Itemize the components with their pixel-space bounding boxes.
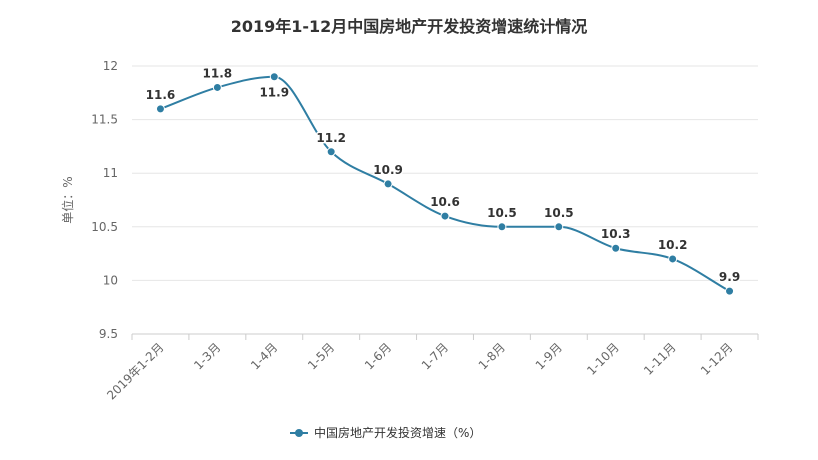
data-label: 11.6	[146, 88, 176, 102]
y-tick-label: 11.5	[91, 113, 118, 127]
data-point	[497, 222, 507, 232]
data-label: 10.5	[544, 206, 574, 220]
x-tick-label: 1-4月	[248, 340, 280, 372]
grid-layer	[131, 65, 759, 340]
y-tick-label: 10	[103, 273, 118, 287]
data-point	[383, 179, 393, 189]
x-tick-label: 1-12月	[698, 340, 736, 378]
x-tick-label: 1-11月	[641, 340, 679, 378]
x-tick-label: 1-7月	[419, 340, 451, 372]
x-tick-label: 1-9月	[533, 340, 565, 372]
series-layer	[155, 72, 735, 296]
legend-marker	[295, 429, 303, 437]
data-label: 11.8	[203, 66, 233, 80]
data-point	[155, 104, 165, 114]
data-labels: 11.6 11.8 11.9 11.2 10.9 10.6 10.5 10.5 10.3 10.2…	[144, 65, 742, 286]
data-label: 11.9	[259, 86, 289, 100]
series-line	[160, 75, 731, 292]
x-tick-label: 2019年1-2月	[104, 340, 166, 402]
legend[interactable]: 中国房地产开发投资增速（%）	[290, 425, 481, 440]
data-point	[554, 222, 564, 232]
data-point	[440, 211, 450, 221]
x-tick-label: 1-10月	[584, 340, 622, 378]
x-tick-label: 1-3月	[191, 340, 223, 372]
x-tick-label: 1-6月	[362, 340, 394, 372]
x-tick-labels: 2019年1-2月 1-3月 1-4月 1-5月 1-6月 1-7月 1-8月 1-9月 1-1…	[104, 340, 735, 402]
y-tick-labels: 9.5 10 10.5 11 11.5 12	[91, 59, 118, 341]
data-label: 10.2	[658, 238, 688, 252]
data-label: 10.6	[430, 195, 460, 209]
x-tick-label: 1-5月	[305, 340, 337, 372]
y-tick-label: 9.5	[99, 327, 118, 341]
data-label: 11.2	[316, 131, 346, 145]
legend-label[interactable]: 中国房地产开发投资增速（%）	[314, 425, 481, 440]
data-label: 10.5	[487, 206, 517, 220]
data-point	[269, 72, 279, 82]
data-point	[212, 82, 222, 92]
data-label: 10.9	[373, 163, 403, 177]
y-tick-label: 12	[103, 59, 118, 73]
x-tick-label: 1-8月	[476, 340, 508, 372]
y-tick-label: 10.5	[91, 220, 118, 234]
data-label: 9.9	[719, 270, 740, 284]
data-point	[611, 243, 621, 253]
chart-title: 2019年1-12月中国房地产开发投资增速统计情况	[231, 17, 588, 36]
data-point	[725, 286, 735, 296]
y-axis-label: 单位：%	[60, 176, 75, 223]
data-label: 10.3	[601, 227, 631, 241]
data-point	[668, 254, 678, 264]
data-point	[326, 147, 336, 157]
y-tick-label: 11	[103, 166, 118, 180]
